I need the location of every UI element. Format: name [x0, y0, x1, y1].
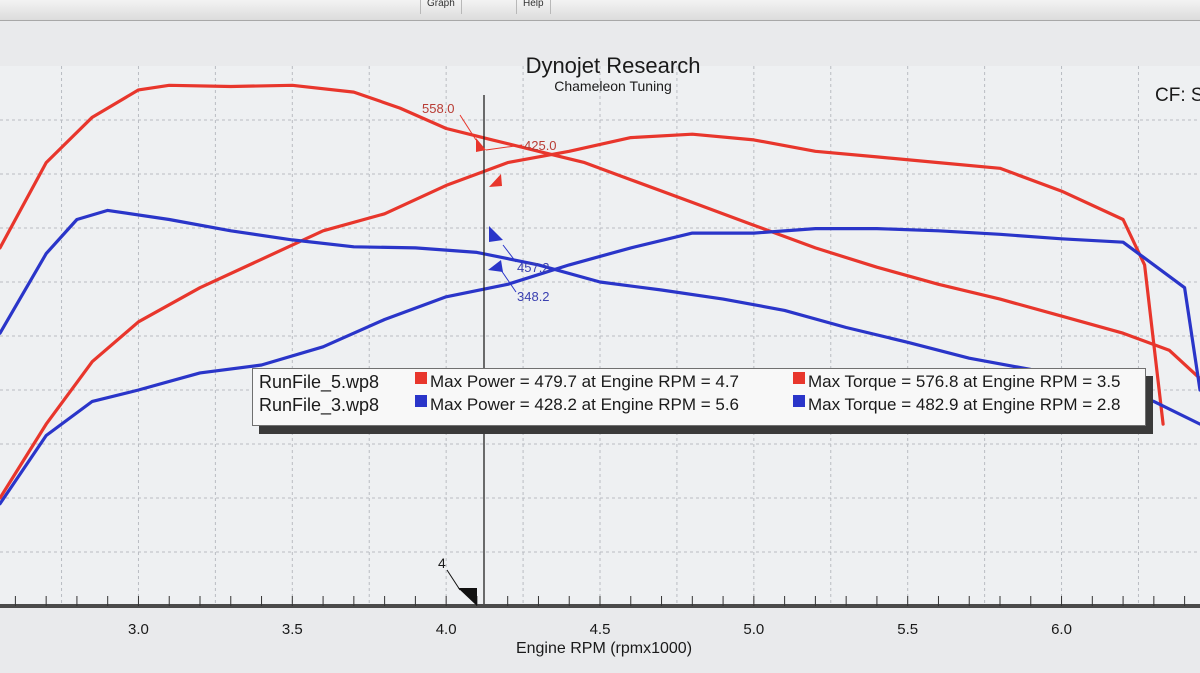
curve-runfile-3-wp8-torque — [0, 208, 1200, 426]
x-tick-label: 4.5 — [590, 621, 611, 638]
chart-subtitle: Chameleon Tuning — [554, 78, 672, 94]
marker-run3-power — [488, 260, 503, 272]
legend-box[interactable]: RunFile_5.wp8 Max Power = 479.7 at Engin… — [252, 368, 1146, 426]
menu-help[interactable]: Help — [516, 0, 551, 14]
marker-run3-torque — [489, 226, 503, 242]
curves — [0, 83, 1200, 506]
x-axis-ticks — [14, 596, 1186, 606]
legend-max-torque: Max Torque = 482.9 at Engine RPM = 2.8 — [808, 395, 1121, 414]
x-axis-title: Engine RPM (rpmx1000) — [516, 640, 692, 657]
legend-swatch-blue — [415, 395, 427, 407]
marker-run5-power — [489, 174, 502, 187]
menu-graph[interactable]: Graph — [420, 0, 462, 14]
leader-run5-power — [485, 144, 523, 151]
leader-run3-power — [500, 269, 517, 293]
cf-label: CF: S — [1155, 85, 1200, 106]
marker-run5-torque — [476, 138, 486, 152]
annotation-457: 457.2 — [517, 260, 550, 275]
legend-file-name: RunFile_5.wp8 — [259, 372, 380, 392]
legend-swatch-blue — [793, 395, 805, 407]
menu-bar: Graph Help — [0, 0, 1200, 21]
legend-max-power: Max Power = 428.2 at Engine RPM = 5.6 — [430, 395, 740, 414]
legend-swatch-red — [793, 372, 805, 384]
x-tick-label: 3.0 — [128, 621, 149, 638]
value-markers — [459, 114, 523, 293]
curve-runfile-5-wp8-torque — [0, 83, 1200, 381]
curve-runfile-5-wp8-power — [0, 132, 1165, 500]
x-axis-labels: 3.03.54.04.55.05.56.06.5 — [128, 621, 1072, 638]
annotation-425: 425.0 — [524, 138, 557, 153]
cursor-position-marker[interactable] — [458, 588, 477, 606]
leader-run5-torque — [459, 114, 477, 141]
legend-file-name: RunFile_3.wp8 — [259, 395, 380, 415]
chart-title: Dynojet Research — [526, 53, 701, 78]
cursor-leader — [446, 569, 461, 591]
x-tick-label: 4.0 — [436, 621, 457, 638]
x-tick-label: 3.5 — [282, 621, 303, 638]
legend-max-power: Max Power = 479.7 at Engine RPM = 4.7 — [430, 372, 740, 391]
legend-swatch-red — [415, 372, 427, 384]
leader-run3-torque — [502, 244, 517, 263]
annotation-558: 558.0 — [422, 101, 455, 116]
x-tick-label: 6.0 — [1051, 621, 1072, 638]
annotation-348: 348.2 — [517, 289, 550, 304]
cursor-value-label: 4 — [438, 555, 446, 571]
x-tick-label: 5.5 — [897, 621, 918, 638]
legend-max-torque: Max Torque = 576.8 at Engine RPM = 3.5 — [808, 372, 1121, 391]
curve-runfile-3-wp8-power — [0, 227, 1200, 506]
x-tick-label: 5.0 — [743, 621, 764, 638]
